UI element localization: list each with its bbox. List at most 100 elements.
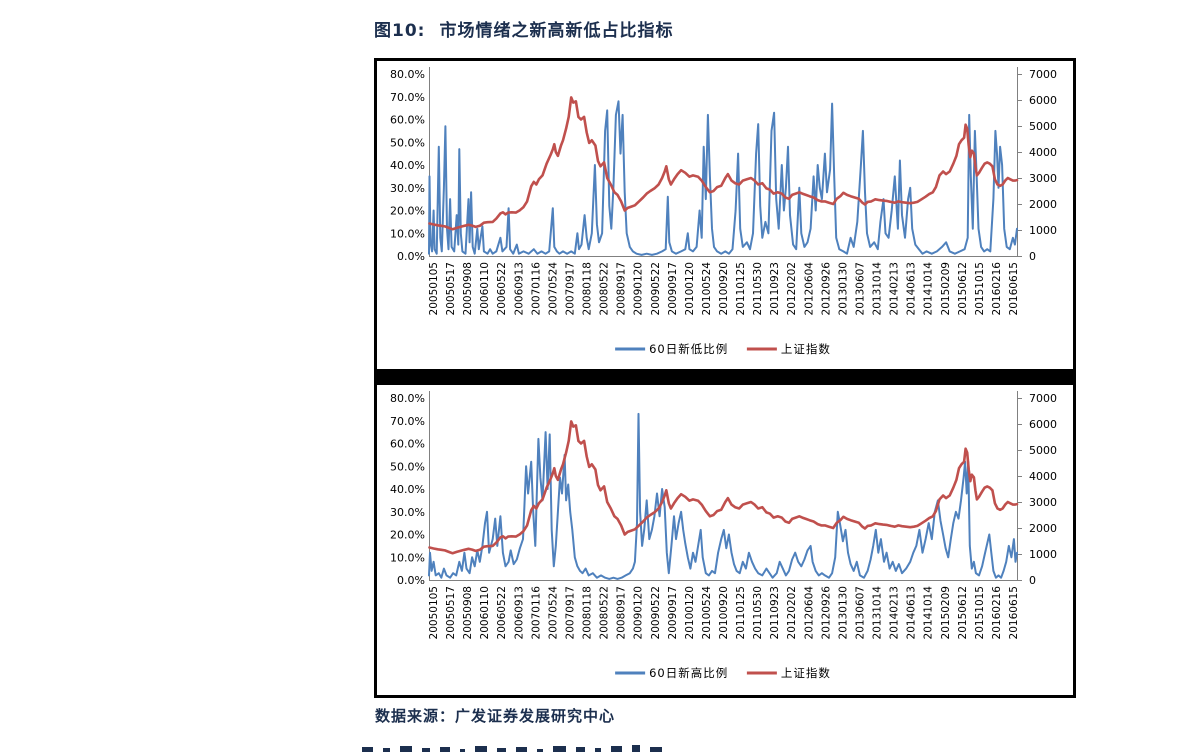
x-axis-tick-label: 20100920 <box>718 262 730 315</box>
x-axis-tick-label: 20100120 <box>684 262 696 315</box>
x-axis-tick-label: 20140613 <box>906 586 918 639</box>
right-axis-tick-label: 4000 <box>1029 146 1057 159</box>
left-axis-tick-label: 20.0% <box>390 205 425 218</box>
x-axis-tick-label: 20150209 <box>940 586 952 639</box>
x-axis-tick-label: 20070917 <box>564 262 576 315</box>
clipped-glyph-fragment <box>460 749 465 752</box>
x-axis-tick-label: 20140213 <box>889 586 901 639</box>
left-axis-tick-label: 10.0% <box>390 227 425 240</box>
x-axis-tick-label: 20141014 <box>923 586 935 640</box>
x-axis-tick-label: 20080118 <box>582 586 594 639</box>
x-axis-tick-label: 20060110 <box>479 262 491 315</box>
index-series-line <box>428 420 1019 555</box>
right-axis-tick-label: 6000 <box>1029 94 1057 107</box>
clipped-glyph-fragment <box>422 748 430 752</box>
right-axis-tick-label: 6000 <box>1029 418 1057 431</box>
x-axis-tick-label: 20131014 <box>872 586 884 640</box>
x-axis-tick-label: 20100120 <box>684 586 696 639</box>
left-axis-tick-label: 80.0% <box>390 392 425 405</box>
right-axis-tick-label: 1000 <box>1029 224 1057 237</box>
x-axis-tick-label: 20060522 <box>496 586 508 639</box>
x-axis-tick-label: 20160615 <box>1008 586 1020 639</box>
x-axis-tick-label: 20090120 <box>633 586 645 639</box>
x-axis-tick-label: 20151015 <box>974 262 986 315</box>
figure-title-text: 市场情绪之新高新低占比指标 <box>439 21 674 41</box>
clipped-glyph-fragment <box>611 746 622 752</box>
new-low-ratio-chart: 80.0% 70.0% 60.0% 50.0% 40.0% 30.0% 20.0% 10.0%… <box>390 67 1057 356</box>
right-axis-tick-label: 1000 <box>1029 548 1057 561</box>
left-axis-tick-label: 40.0% <box>390 159 425 172</box>
x-axis-tick-label: 20050908 <box>462 586 474 639</box>
x-axis-tick-label: 20130130 <box>837 586 849 639</box>
chart-frame: 80.0% 70.0% 60.0% 50.0% 40.0% 30.0% 20.0% 10.0%… <box>374 58 1076 698</box>
x-axis-tick-label: 20060522 <box>496 262 508 315</box>
x-axis-tick-label: 20141014 <box>923 262 935 316</box>
x-axis-tick-label: 20150612 <box>957 586 969 639</box>
right-axis-tick-label: 7000 <box>1029 68 1057 81</box>
left-axis-tick-label: 70.0% <box>390 91 425 104</box>
x-axis-tick-label: 20130607 <box>854 262 866 315</box>
x-axis-tick-label: 20140613 <box>906 262 918 315</box>
x-axis-tick-label: 20080522 <box>599 586 611 639</box>
x-axis-tick-label: 20070116 <box>530 262 542 316</box>
new-high-ratio-chart: 80.0% 70.0% 60.0% 50.0% 40.0% 30.0% 20.0% 10.0%… <box>390 391 1057 680</box>
left-axis-tick-label: 30.0% <box>390 182 425 195</box>
x-axis-tick-label: 20160216 <box>991 586 1003 640</box>
right-axis-tick-label: 5000 <box>1029 120 1057 133</box>
x-axis-tick-label: 20060913 <box>513 262 525 315</box>
left-axis-tick-label: 20.0% <box>390 529 425 542</box>
clipped-glyph-fragment <box>440 747 450 752</box>
x-axis-tick-label: 20070524 <box>547 586 559 640</box>
clipped-glyph-fragment <box>650 747 662 752</box>
chart-panel-new-high: 80.0% 70.0% 60.0% 50.0% 40.0% 30.0% 20.0% 10.0%… <box>377 385 1073 695</box>
x-axis-tick-label: 20130130 <box>837 262 849 315</box>
clipped-glyph-fragment <box>576 747 585 752</box>
clipped-text-line <box>362 745 662 752</box>
x-axis-tick-label: 20120202 <box>786 262 798 315</box>
chart-panel-new-low: 80.0% 70.0% 60.0% 50.0% 40.0% 30.0% 20.0% 10.0%… <box>377 61 1073 369</box>
clipped-glyph-fragment <box>632 745 640 752</box>
x-axis-tick-label: 20120202 <box>786 586 798 639</box>
x-axis-tick-label: 20070524 <box>547 262 559 316</box>
x-axis-tick-label: 20090917 <box>667 586 679 639</box>
right-axis-tick-label: 3000 <box>1029 496 1057 509</box>
clipped-glyph-fragment <box>383 748 390 752</box>
legend-label: 上证指数 <box>781 666 831 680</box>
left-axis-tick-label: 40.0% <box>390 483 425 496</box>
clipped-glyph-fragment <box>537 749 543 752</box>
x-axis-tick-label: 20100920 <box>718 586 730 639</box>
x-axis-tick-label: 20140213 <box>889 262 901 315</box>
x-axis-tick-label: 20120604 <box>803 262 815 316</box>
x-axis-tick-label: 20131014 <box>872 262 884 316</box>
right-axis-tick-label: 2000 <box>1029 198 1057 211</box>
left-axis-tick-label: 30.0% <box>390 506 425 519</box>
left-axis-tick-label: 50.0% <box>390 460 425 473</box>
x-axis-tick-label: 20120604 <box>803 586 815 640</box>
x-axis-tick-label: 20110530 <box>752 262 764 315</box>
clipped-glyph-fragment <box>553 746 566 752</box>
x-axis-tick-label: 20110923 <box>769 586 781 639</box>
clipped-glyph-fragment <box>362 747 373 752</box>
left-axis-tick-label: 50.0% <box>390 136 425 149</box>
x-axis-tick-label: 20080522 <box>599 262 611 315</box>
legend-label: 60日新低比例 <box>649 342 728 356</box>
right-axis-tick-label: 4000 <box>1029 470 1057 483</box>
figure-number: 图10: <box>374 21 426 41</box>
x-axis-tick-label: 20070116 <box>530 586 542 640</box>
right-axis-tick-label: 5000 <box>1029 444 1057 457</box>
left-axis-tick-label: 70.0% <box>390 415 425 428</box>
ratio-series-line <box>428 412 1018 580</box>
x-axis-tick-label: 20080118 <box>582 262 594 315</box>
left-axis-tick-label: 60.0% <box>390 114 425 127</box>
figure-title: 图10: 市场情绪之新高新低占比指标 <box>374 16 673 41</box>
x-axis-tick-label: 20120926 <box>820 262 832 316</box>
x-axis-tick-label: 20080917 <box>616 262 628 315</box>
x-axis-tick-label: 20070917 <box>564 586 576 639</box>
x-axis-tick-label: 20050908 <box>462 262 474 315</box>
x-axis-tick-label: 20130607 <box>854 586 866 639</box>
x-axis-tick-label: 20160216 <box>991 262 1003 316</box>
x-axis-tick-label: 20090522 <box>650 262 662 315</box>
ratio-series-line <box>428 100 1018 256</box>
x-axis-tick-label: 20150612 <box>957 262 969 315</box>
